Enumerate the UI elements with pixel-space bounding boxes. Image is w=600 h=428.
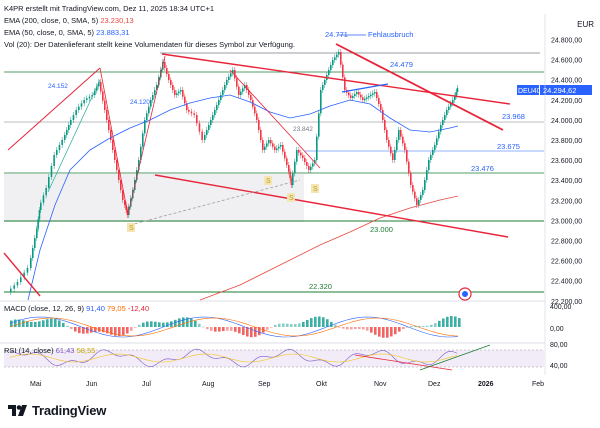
legend-ema200[interactable]: EMA (200, close, 0, SMA, 5) 23.230,13	[4, 16, 134, 26]
price-tick: 22.200,00	[551, 299, 582, 306]
level-23842: 23.842	[293, 126, 313, 133]
time-label: Dez	[428, 381, 441, 388]
macd-tick-400: 400,00	[550, 304, 572, 311]
macd-legend[interactable]: MACD (close, 12, 26, 9) 91,40 79,05 -12,…	[4, 304, 149, 314]
level-lines	[4, 52, 544, 293]
tradingview-logo[interactable]: TradingView	[8, 403, 106, 418]
time-axis[interactable]: Mai Jun Jul Aug Sep Okt Nov Dez 2026 Feb	[30, 381, 544, 388]
price-tick: 24.400,00	[551, 78, 582, 85]
publisher-line: K4PR erstellt mit TradingView.com, Dez 1…	[4, 4, 215, 13]
rsi-legend-v1: 61,43	[55, 346, 75, 355]
level-23000: 23.000	[370, 225, 393, 234]
time-label: Aug	[202, 381, 215, 388]
price-tick: 24.000,00	[551, 118, 582, 125]
level-23476: 23.476	[471, 164, 494, 173]
time-label: Feb	[532, 381, 544, 388]
price-tick: 24.200,00	[551, 98, 582, 105]
macd-tick-0: 0,00	[550, 326, 564, 333]
svg-text:S: S	[266, 178, 271, 185]
price-tick: 23.400,00	[551, 178, 582, 185]
price-tick: 22.600,00	[551, 259, 582, 266]
legend-ema200-value: 23.230,13	[100, 16, 134, 25]
level-24479: 24.479	[390, 60, 413, 69]
price-tick: 22.800,00	[551, 239, 582, 246]
rsi-tick-80: 80,00	[550, 342, 568, 349]
tradingview-logo-icon	[8, 405, 27, 416]
price-tick: 24.800,00	[551, 38, 582, 45]
svg-text:S: S	[313, 186, 318, 193]
price-tick: 23.200,00	[551, 198, 582, 205]
last-price-value: 24.294,62	[543, 86, 576, 95]
price-tick: 24.600,00	[551, 58, 582, 65]
macd-line	[9, 316, 459, 338]
legend-volume[interactable]: Vol (20): Der Datenlieferant stellt kein…	[4, 40, 295, 50]
price-axis[interactable]: 24.800,00 24.600,00 24.400,00 24.200,00 24.0…	[551, 38, 582, 306]
candles	[10, 49, 459, 295]
fehlausbruch-label: Fehlausbruch	[368, 30, 413, 39]
last-price-name: DEU40	[518, 88, 541, 95]
macd-panel	[10, 316, 461, 338]
rsi-line	[9, 348, 458, 368]
dashed-trend	[129, 179, 301, 226]
time-label: Okt	[316, 381, 327, 388]
level-24152: 24.152	[48, 83, 68, 90]
level-23675: 23.675	[497, 142, 520, 151]
trend-lines	[3, 43, 511, 297]
time-label: Jul	[142, 381, 151, 388]
ema200-line	[199, 195, 459, 301]
legend-volume-label: Vol (20): Der Datenlieferant stellt kein…	[4, 40, 295, 49]
svg-text:S: S	[129, 225, 134, 232]
range-box	[4, 174, 304, 222]
legend-ema50-value: 23.883,31	[96, 28, 130, 37]
level-23968: 23.968	[502, 112, 525, 121]
tradingview-brand: TradingView	[32, 403, 107, 418]
macd-legend-v2: 79,05	[107, 304, 126, 313]
price-tick: 23.800,00	[551, 138, 582, 145]
legend-ema200-label: EMA (200, close, 0, SMA, 5)	[4, 16, 99, 25]
currency-label: EUR	[577, 20, 594, 29]
price-tick: 22.400,00	[551, 279, 582, 286]
macd-legend-v1: 91,40	[86, 304, 105, 313]
price-tick: 23.000,00	[551, 218, 582, 225]
rsi-legend[interactable]: RSI (14, close) 61,43 58,55	[4, 346, 95, 356]
time-label: Nov	[374, 381, 387, 388]
rsi-legend-label: RSI (14, close)	[4, 346, 54, 355]
rsi-ma-line	[9, 353, 458, 363]
time-label: Mai	[30, 381, 42, 388]
ema50-line	[27, 94, 459, 301]
last-price-name-bg	[517, 85, 539, 95]
level-22320: 22.320	[309, 282, 332, 291]
level-24120: 24.120	[130, 99, 150, 106]
macd-legend-v3: -12,40	[127, 304, 150, 313]
rsi-trend-red	[354, 354, 453, 371]
legend-ema50[interactable]: EMA (50, close, 0, SMA, 5) 23.883,31	[4, 28, 130, 38]
blue-segment	[341, 83, 389, 93]
macd-legend-label: MACD (close, 12, 26, 9)	[4, 304, 85, 313]
time-label: 2026	[478, 381, 494, 388]
s-marks: S S S S	[127, 176, 319, 232]
time-label: Sep	[258, 381, 271, 388]
price-tick: 23.600,00	[551, 158, 582, 165]
green-channel	[47, 79, 101, 193]
macd-signal-line	[9, 317, 459, 337]
rsi-legend-v2: 58,55	[76, 346, 96, 355]
legend-ema50-label: EMA (50, close, 0, SMA, 5)	[4, 28, 95, 37]
svg-text:S: S	[289, 195, 294, 202]
time-label: Jun	[86, 381, 97, 388]
rsi-trend-green	[419, 344, 491, 371]
last-price-bg[interactable]	[540, 85, 592, 95]
level-24771: 24.771	[325, 30, 348, 39]
rsi-tick-40: 40,00	[550, 363, 568, 370]
